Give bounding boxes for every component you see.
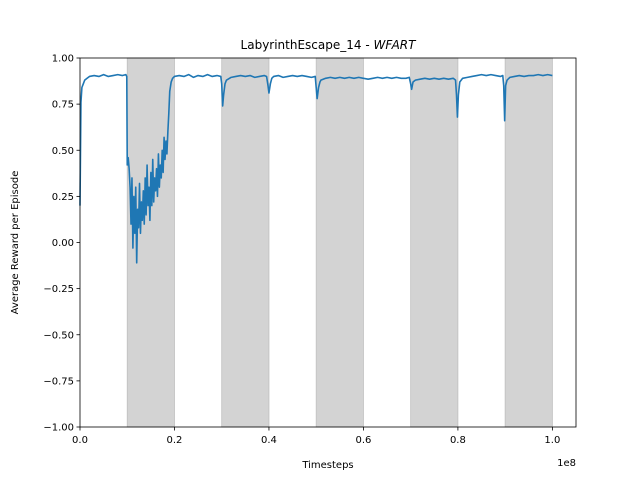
- chart-title-prefix: LabyrinthEscape_14 -: [241, 38, 374, 52]
- x-tick-label: 0.8: [450, 435, 466, 446]
- shaded-region-2: [221, 57, 270, 428]
- y-tick-label: −0.50: [43, 330, 74, 341]
- y-tick-label: 0.75: [52, 100, 74, 111]
- y-tick-label: −0.75: [43, 376, 74, 387]
- y-tick-label: 0.25: [52, 192, 74, 203]
- y-tick-label: 0.50: [52, 146, 74, 157]
- x-axis-scale-label: 1e8: [557, 458, 576, 469]
- y-axis-label: Average Reward per Episode: [10, 171, 21, 315]
- x-tick-label: 0.2: [167, 435, 183, 446]
- y-tick-label: 1.00: [52, 54, 74, 65]
- y-tick-label: 0.00: [52, 238, 74, 249]
- shaded-region-4: [410, 57, 459, 428]
- x-axis-label: Timesteps: [301, 460, 353, 471]
- y-tick-label: −0.25: [43, 284, 74, 295]
- shaded-region-5: [504, 57, 553, 428]
- x-axis-ticks: 0.0 0.2 0.4 0.6 0.8 1.0: [72, 427, 560, 446]
- x-tick-label: 0.0: [72, 435, 88, 446]
- x-tick-label: 0.4: [261, 435, 277, 446]
- chart-title: LabyrinthEscape_14 - WFART: [241, 38, 418, 52]
- y-axis-ticks: −1.00 −0.75 −0.50 −0.25 0.00 0.25 0.50 0.75 1.00: [43, 54, 80, 434]
- x-tick-label: 0.6: [355, 435, 371, 446]
- chart-title-emphasis: WFART: [374, 38, 418, 52]
- shaded-region-3: [315, 57, 364, 428]
- x-tick-label: 1.0: [544, 435, 560, 446]
- series-line-1: [79, 73, 553, 264]
- series-layer: [79, 73, 553, 264]
- shaded-regions: [126, 57, 553, 428]
- shaded-region-1: [126, 57, 175, 428]
- y-tick-label: −1.00: [43, 423, 74, 434]
